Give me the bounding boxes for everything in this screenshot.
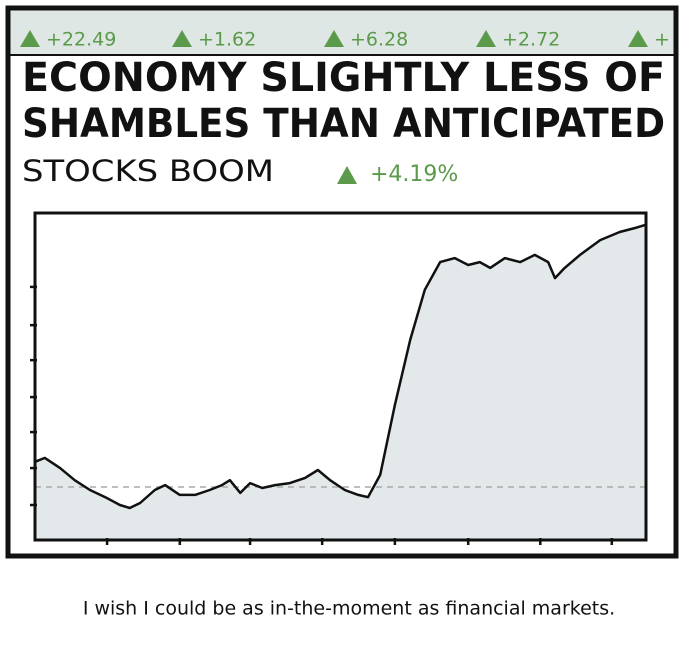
up-arrow — [476, 30, 496, 47]
ticker-band — [8, 8, 676, 55]
headline-line: SHAMBLES THAN ANTICIPATED — [22, 101, 665, 147]
up-arrow — [20, 30, 40, 47]
ticker-value: + — [654, 29, 670, 51]
price-line — [34, 223, 646, 510]
up-arrow — [628, 30, 648, 47]
subheadline: STOCKS BOOM — [22, 154, 274, 188]
caption: I wish I could be as in-the-moment as fi… — [83, 598, 615, 620]
up-arrow — [172, 30, 192, 47]
change: +4.19% — [370, 162, 458, 187]
headline-line: ECONOMY SLIGHTLY LESS OF — [22, 55, 665, 101]
ticker-value: +22.49 — [46, 29, 116, 51]
up-arrow — [337, 166, 357, 184]
chart — [30, 211, 648, 545]
area-fill — [35, 225, 645, 540]
plot-frame — [33, 211, 648, 542]
ticker-value: +6.28 — [350, 29, 408, 51]
panel-frame — [5, 5, 679, 559]
up-arrow — [324, 30, 344, 47]
ticker: +22.49 +1.62 +6.28 +2.72 + — [20, 29, 670, 51]
ticker-value: +1.62 — [198, 29, 256, 51]
ticker-value: +2.72 — [502, 29, 560, 51]
